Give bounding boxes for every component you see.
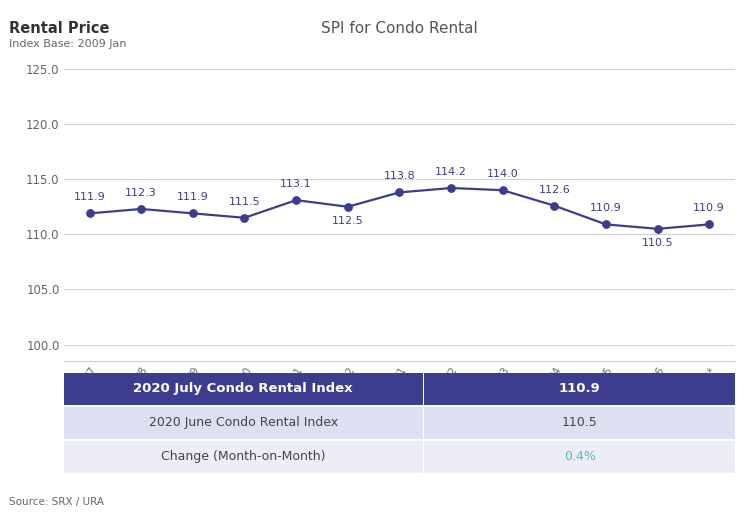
Text: Index Base: 2009 Jan: Index Base: 2009 Jan — [9, 39, 127, 49]
Text: 2020 June Condo Rental Index: 2020 June Condo Rental Index — [148, 416, 338, 429]
Text: 110.5: 110.5 — [562, 416, 598, 429]
Point — [600, 220, 612, 229]
Text: 110.9: 110.9 — [559, 382, 601, 395]
Point — [342, 203, 354, 211]
Point — [652, 224, 664, 233]
Point — [135, 205, 147, 213]
Text: 2020 July Condo Rental Index: 2020 July Condo Rental Index — [134, 382, 353, 395]
Text: Source: SRX / URA: Source: SRX / URA — [9, 497, 104, 507]
Point — [83, 209, 95, 218]
Text: 112.3: 112.3 — [125, 188, 157, 198]
Title: SPI for Condo Rental: SPI for Condo Rental — [321, 21, 478, 36]
Text: 111.9: 111.9 — [177, 192, 209, 202]
Text: 110.9: 110.9 — [693, 203, 725, 213]
Text: 112.6: 112.6 — [538, 185, 570, 195]
Text: 111.5: 111.5 — [229, 197, 260, 207]
Point — [290, 196, 302, 204]
Text: 0.4%: 0.4% — [564, 450, 596, 463]
Text: 113.1: 113.1 — [280, 179, 312, 189]
Point — [187, 209, 199, 218]
Text: 110.9: 110.9 — [590, 203, 622, 213]
Point — [704, 220, 716, 229]
Point — [496, 186, 508, 195]
Point — [238, 214, 250, 222]
Text: 114.0: 114.0 — [487, 169, 518, 179]
Text: 112.5: 112.5 — [332, 216, 364, 226]
Point — [445, 184, 457, 192]
Text: Rental Price: Rental Price — [9, 21, 109, 36]
Point — [548, 202, 560, 210]
Text: Change (Month-on-Month): Change (Month-on-Month) — [161, 450, 326, 463]
Text: 111.9: 111.9 — [74, 192, 106, 202]
Point — [393, 188, 405, 197]
Text: 113.8: 113.8 — [383, 171, 416, 181]
Text: 114.2: 114.2 — [435, 167, 467, 177]
Text: 110.5: 110.5 — [642, 238, 674, 248]
